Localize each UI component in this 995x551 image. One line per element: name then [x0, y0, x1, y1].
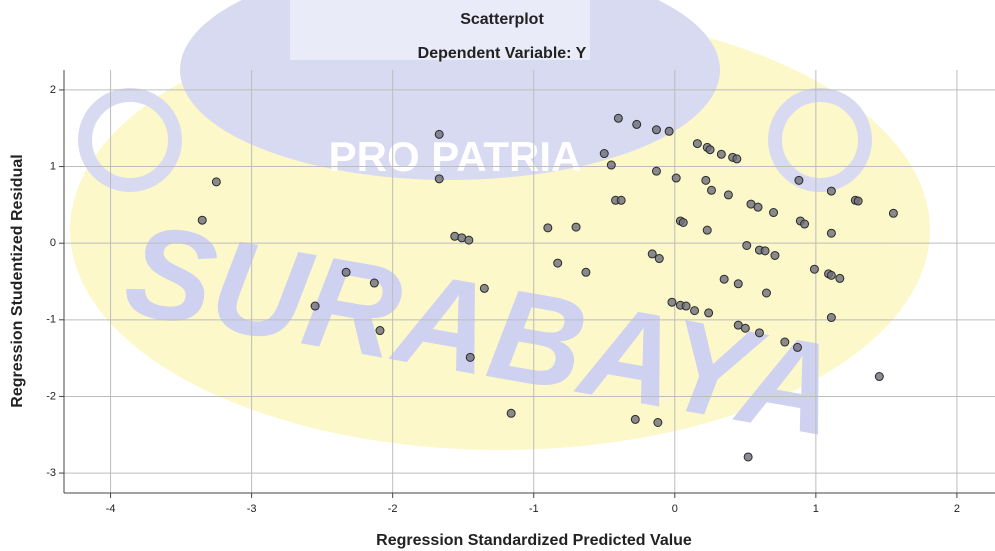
- point: [582, 268, 590, 276]
- point: [702, 176, 710, 184]
- point: [836, 274, 844, 282]
- point: [679, 218, 687, 226]
- point: [889, 209, 897, 217]
- point: [754, 203, 762, 211]
- point: [311, 302, 319, 310]
- chart: PRO PATRIA SURABAYA Scatterplot Dependen…: [0, 0, 995, 551]
- point: [682, 302, 690, 310]
- point: [703, 226, 711, 234]
- point: [827, 271, 835, 279]
- point: [827, 314, 835, 322]
- point: [801, 220, 809, 228]
- point: [652, 167, 660, 175]
- point: [810, 265, 818, 273]
- point: [435, 130, 443, 138]
- point: [654, 419, 662, 427]
- chart-subtitle: Dependent Variable: Y: [418, 45, 587, 62]
- point: [665, 127, 673, 135]
- y-tick-label: 0: [50, 237, 56, 249]
- point: [342, 268, 350, 276]
- watermark: PRO PATRIA SURABAYA: [70, 0, 930, 464]
- watermark-text: PRO PATRIA: [329, 133, 582, 180]
- point: [198, 216, 206, 224]
- x-axis-label: Regression Standardized Predicted Value: [376, 532, 692, 549]
- point: [770, 209, 778, 217]
- point: [480, 284, 488, 292]
- point: [734, 280, 742, 288]
- point: [724, 191, 732, 199]
- point: [720, 275, 728, 283]
- x-tick-label: -3: [247, 503, 257, 515]
- x-tick-label: 1: [813, 503, 819, 515]
- point: [875, 373, 883, 381]
- point: [466, 353, 474, 361]
- point: [743, 241, 751, 249]
- point: [614, 114, 622, 122]
- y-tick-label: -2: [46, 390, 56, 402]
- point: [771, 251, 779, 259]
- point: [554, 259, 562, 267]
- point: [781, 338, 789, 346]
- point: [693, 140, 701, 148]
- point: [733, 155, 741, 163]
- point: [795, 176, 803, 184]
- point: [761, 247, 769, 255]
- point: [762, 289, 770, 297]
- point: [827, 187, 835, 195]
- y-tick-label: -1: [46, 314, 56, 326]
- x-tick-label: 0: [672, 503, 678, 515]
- point: [691, 307, 699, 315]
- point: [648, 250, 656, 258]
- point: [376, 327, 384, 335]
- point: [717, 150, 725, 158]
- y-axis-label: Regression Studentized Residual: [9, 154, 26, 407]
- point: [827, 229, 835, 237]
- point: [652, 126, 660, 134]
- chart-title: Scatterplot: [460, 11, 544, 28]
- point: [572, 223, 580, 231]
- point: [544, 224, 552, 232]
- y-tick-label: 1: [50, 160, 56, 172]
- point: [631, 415, 639, 423]
- point: [755, 329, 763, 337]
- point: [655, 255, 663, 263]
- point: [706, 146, 714, 154]
- point: [668, 298, 676, 306]
- point: [854, 197, 862, 205]
- point: [707, 186, 715, 194]
- x-tick-label: 2: [954, 503, 960, 515]
- point: [744, 453, 752, 461]
- x-tick-label: -2: [388, 503, 398, 515]
- point: [507, 409, 515, 417]
- point: [617, 196, 625, 204]
- point: [794, 343, 802, 351]
- point: [672, 174, 680, 182]
- y-tick-label: -3: [46, 467, 56, 479]
- point: [370, 279, 378, 287]
- x-tick-label: -1: [529, 503, 539, 515]
- point: [465, 236, 473, 244]
- point: [607, 161, 615, 169]
- point: [633, 120, 641, 128]
- point: [212, 178, 220, 186]
- point: [600, 150, 608, 158]
- x-tick-label: -4: [106, 503, 116, 515]
- point: [435, 175, 443, 183]
- y-tick-label: 2: [50, 84, 56, 96]
- point: [741, 324, 749, 332]
- point: [705, 309, 713, 317]
